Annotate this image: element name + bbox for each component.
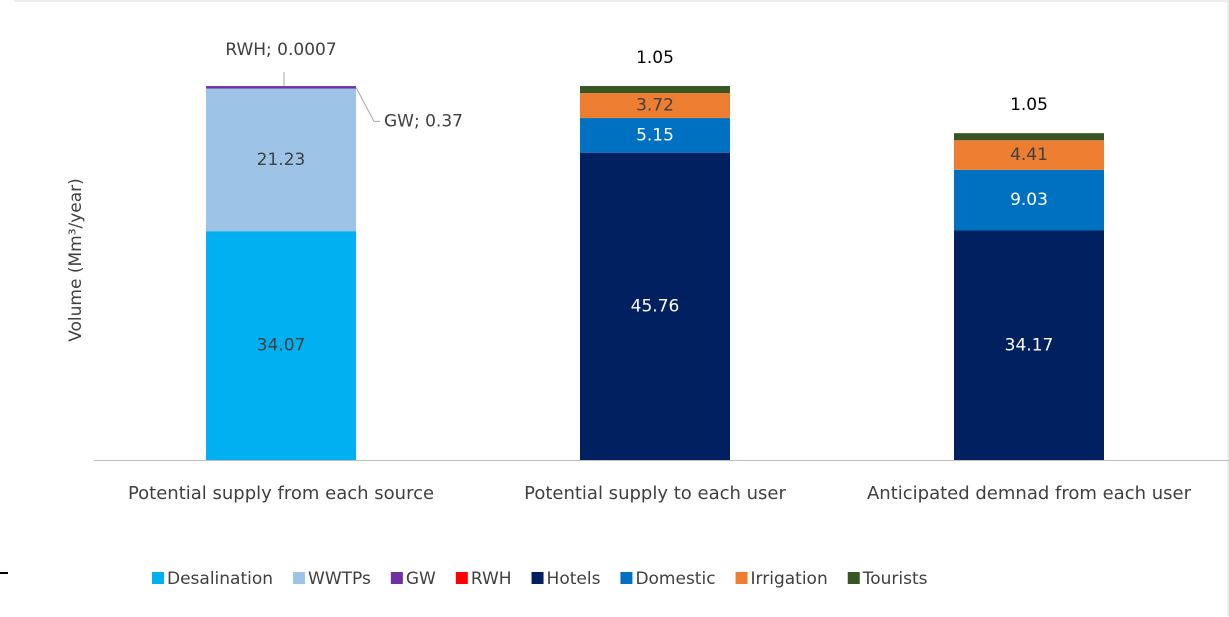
data-label: GW; 0.37 (384, 111, 463, 131)
bar-segment (580, 93, 730, 119)
bar-segment (954, 140, 1104, 170)
bar-segment (206, 231, 356, 460)
legend-label: Hotels (547, 569, 601, 589)
leader-line (355, 87, 380, 122)
legend-label: GW (406, 569, 436, 589)
data-label: 34.07 (257, 336, 306, 356)
legend-label: RWH (471, 569, 512, 589)
x-tick-label: Potential supply to each user (524, 483, 786, 504)
legend-swatch (847, 572, 860, 584)
data-label: 21.23 (257, 150, 306, 170)
x-tick-label: Potential supply from each source (128, 483, 434, 504)
legend-swatch (390, 572, 403, 584)
data-label: 1.05 (636, 48, 674, 68)
data-label: 45.76 (631, 296, 680, 316)
bar-segment (954, 169, 1104, 231)
legend-label: WWTPs (308, 569, 371, 589)
bar-segment (580, 86, 730, 94)
legend-swatch (293, 572, 306, 584)
bar-segment (206, 88, 356, 232)
data-label: 34.17 (1005, 335, 1054, 355)
y-axis-label: Volume (Mm³/year) (66, 178, 86, 342)
legend-label: Domestic (635, 569, 715, 589)
legend-swatch (531, 572, 544, 584)
legend-swatch (455, 572, 468, 584)
bar-segment (580, 152, 730, 460)
data-label: 5.15 (636, 125, 674, 145)
data-label: RWH; 0.0007 (225, 40, 336, 60)
bar-segment (954, 230, 1104, 460)
legend-swatch (620, 572, 633, 584)
legend-label: Irrigation (751, 569, 828, 589)
x-tick-label: Anticipated demnad from each user (867, 483, 1192, 504)
bar-segment (206, 86, 356, 89)
legend-swatch (735, 572, 748, 584)
legend-swatch (152, 572, 164, 584)
data-label: 3.72 (636, 96, 674, 116)
data-label: 9.03 (1010, 190, 1048, 210)
data-label: 4.41 (1010, 145, 1048, 165)
data-label: 1.05 (1010, 95, 1048, 115)
legend-label: Tourists (862, 569, 928, 589)
legend-label: Desalination (167, 569, 273, 589)
bar-segment (580, 118, 730, 153)
bar-segment (954, 133, 1104, 141)
